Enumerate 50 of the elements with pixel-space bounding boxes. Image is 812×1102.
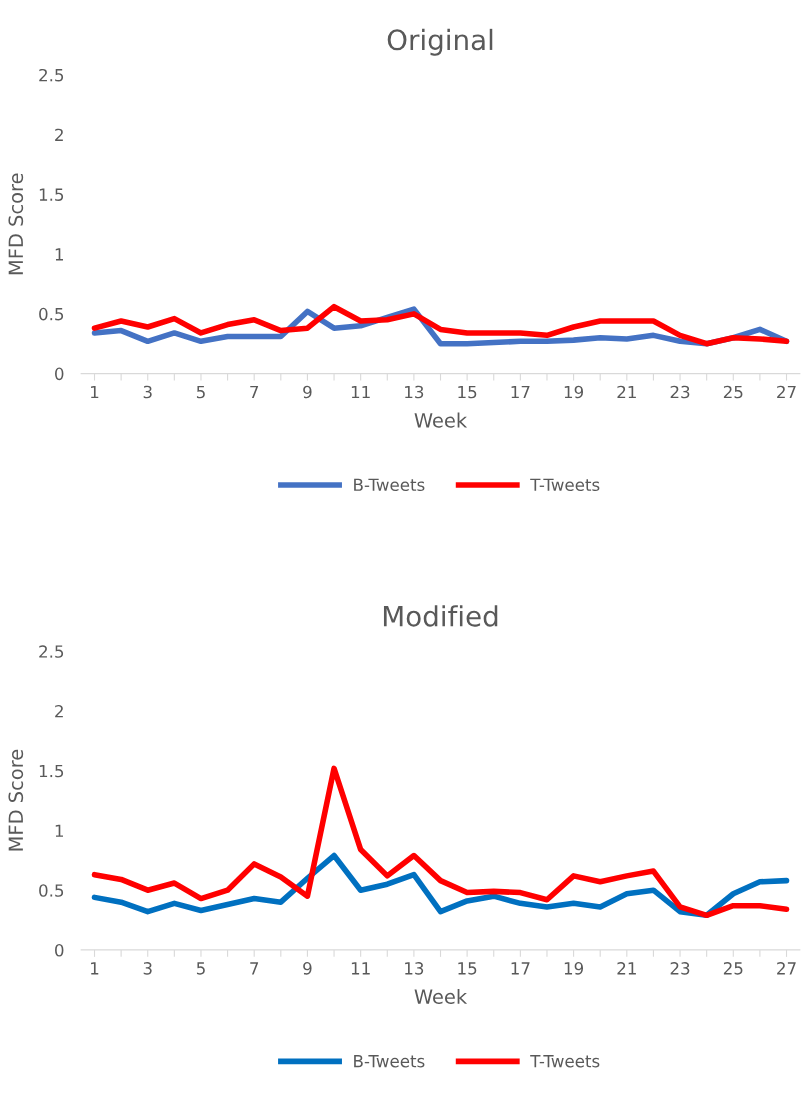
x-tick-label: 19	[564, 962, 584, 975]
chart-title: Modified	[383, 605, 498, 627]
x-tick-label: 21	[617, 385, 636, 399]
y-tick-label: 2	[55, 704, 63, 718]
x-tick-label: 3	[143, 962, 152, 975]
y-tick-label: 1	[55, 248, 63, 261]
legend-label: T-Tweets	[530, 478, 600, 492]
y-axis-title: MFD Score	[8, 749, 24, 851]
x-tick-label: 1	[91, 385, 99, 399]
y-tick-label: 2.5	[39, 68, 64, 82]
x-tick-label: 9	[303, 962, 312, 975]
x-tick-label: 5	[196, 962, 205, 975]
y-tick-label: 1.5	[39, 188, 64, 201]
y-tick-label: 2.5	[39, 645, 64, 658]
y-tick-label: 0	[55, 943, 64, 957]
x-tick-label: 1	[91, 962, 99, 975]
y-tick-label: 2	[55, 128, 63, 141]
x-tick-label: 23	[670, 962, 690, 975]
x-axis-title: Week	[414, 412, 468, 428]
x-tick-label: 15	[458, 962, 477, 975]
x-tick-label: 23	[670, 385, 690, 399]
x-tick-label: 27	[777, 962, 796, 975]
x-tick-label: 13	[405, 385, 424, 399]
x-tick-label: 3	[143, 385, 152, 399]
y-tick-label: 1.5	[39, 764, 64, 778]
x-tick-label: 11	[351, 385, 370, 399]
y-tick-label: 0	[55, 367, 64, 381]
x-tick-label: 7	[250, 385, 259, 399]
x-tick-label: 7	[250, 962, 259, 975]
y-tick-label: 0.5	[39, 307, 64, 321]
x-tick-label: 11	[351, 962, 370, 975]
y-tick-label: 1	[55, 824, 63, 837]
x-tick-label: 9	[303, 385, 312, 399]
x-tick-label: 17	[511, 962, 530, 975]
x-tick-label: 15	[458, 385, 477, 399]
x-tick-label: 25	[723, 385, 743, 399]
x-tick-label: 5	[196, 385, 205, 399]
x-tick-label: 19	[564, 385, 584, 399]
y-tick-label: 0.5	[39, 884, 64, 897]
y-axis-title: MFD Score	[8, 173, 24, 275]
x-tick-label: 21	[617, 962, 636, 975]
chart-title: Original	[387, 28, 493, 56]
x-tick-label: 25	[723, 962, 743, 975]
legend-label: B-Tweets	[354, 1055, 425, 1068]
x-tick-label: 13	[405, 962, 424, 975]
x-tick-label: 27	[777, 385, 796, 399]
x-axis-title: Week	[414, 988, 468, 1005]
legend-label: T-Tweets	[530, 1055, 600, 1068]
legend-label: B-Tweets	[354, 478, 425, 492]
x-tick-label: 17	[511, 385, 530, 399]
